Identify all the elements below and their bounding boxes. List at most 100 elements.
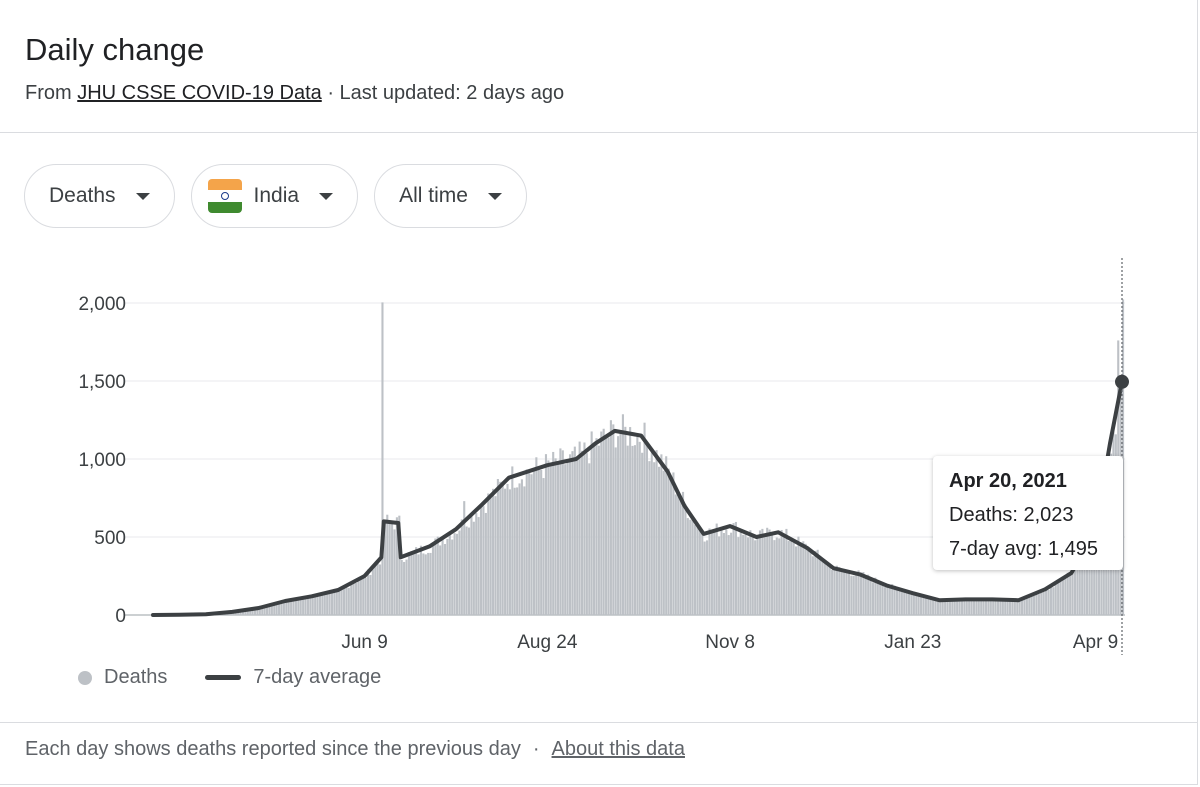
deaths-bar	[972, 598, 976, 615]
source-prefix: From	[25, 82, 72, 104]
deaths-bar	[862, 572, 865, 615]
deaths-bar	[494, 496, 497, 615]
deaths-bar	[857, 570, 860, 615]
hover-point	[1115, 374, 1129, 389]
deaths-bar	[804, 543, 807, 615]
about-data-link[interactable]: About this data	[551, 738, 685, 760]
deaths-bar	[321, 592, 324, 615]
deaths-bar	[1052, 587, 1055, 615]
time-range-dropdown[interactable]: All time	[374, 164, 527, 228]
deaths-bar	[987, 600, 990, 615]
deaths-bar	[698, 526, 701, 615]
country-dropdown[interactable]: India	[190, 164, 359, 228]
deaths-bar	[819, 555, 822, 615]
deaths-bar	[251, 609, 254, 615]
deaths-bar	[388, 520, 391, 615]
deaths-bar	[845, 570, 848, 615]
deaths-bar	[744, 534, 747, 615]
deaths-bar	[306, 597, 309, 615]
deaths-bar	[347, 587, 350, 615]
deaths-bar	[566, 461, 569, 615]
deaths-bar	[792, 542, 795, 615]
source-link[interactable]: JHU CSSE COVID-19 Data	[77, 82, 322, 104]
deaths-bar	[239, 610, 242, 615]
deaths-bar	[831, 570, 834, 615]
deaths-bar	[838, 567, 841, 615]
deaths-bar	[280, 602, 283, 615]
deaths-bar	[936, 599, 939, 615]
bars-legend-swatch	[78, 670, 92, 685]
deaths-bar	[934, 598, 937, 615]
deaths-bar	[734, 521, 737, 615]
deaths-bar	[395, 517, 398, 615]
deaths-bar	[1073, 566, 1077, 615]
deaths-bar	[662, 470, 665, 615]
deaths-bar	[506, 483, 509, 615]
deaths-bar	[749, 530, 752, 615]
deaths-bar	[814, 550, 817, 615]
deaths-bar	[770, 535, 774, 615]
deaths-bar	[1090, 537, 1093, 615]
deaths-bar	[256, 607, 259, 615]
deaths-bar	[614, 447, 617, 615]
deaths-bar	[850, 575, 853, 615]
seven-day-average-line	[151, 379, 1124, 617]
deaths-bar	[1016, 600, 1019, 615]
deaths-bar	[393, 529, 396, 615]
deaths-bar	[419, 545, 422, 615]
deaths-bar	[665, 456, 668, 615]
deaths-bar	[980, 600, 983, 615]
deaths-bar	[898, 588, 901, 615]
deaths-bar	[790, 541, 793, 615]
deaths-bar	[1049, 587, 1052, 615]
deaths-bar	[855, 574, 858, 615]
deaths-bar	[415, 547, 418, 615]
deaths-bar	[400, 560, 403, 615]
deaths-bar	[785, 528, 788, 615]
deaths-bar	[701, 533, 704, 615]
deaths-bar	[299, 598, 302, 615]
deaths-bar	[1040, 592, 1043, 615]
deaths-bar	[737, 537, 740, 615]
deaths-bar	[1033, 595, 1036, 615]
deaths-bar	[672, 472, 675, 615]
deaths-bar	[499, 481, 502, 615]
deaths-bar	[655, 450, 658, 615]
deaths-bar	[487, 493, 490, 615]
deaths-bar	[917, 594, 920, 615]
deaths-bar	[1057, 583, 1060, 615]
deaths-bar	[1047, 589, 1050, 615]
deaths-bar	[905, 592, 908, 615]
deaths-bar	[564, 464, 567, 615]
deaths-bar	[924, 595, 927, 615]
deaths-bar	[915, 593, 918, 615]
tooltip-date: Apr 20, 2021	[949, 470, 1067, 492]
deaths-bar	[287, 601, 290, 615]
deaths-bar	[1054, 583, 1057, 615]
chart-line-layer	[151, 258, 1129, 655]
header-divider	[0, 132, 1197, 133]
deaths-bar	[612, 424, 615, 615]
deaths-bar	[657, 466, 661, 615]
deaths-bar	[345, 585, 348, 615]
deaths-bar	[571, 451, 574, 615]
metric-dropdown-label: Deaths	[49, 184, 116, 207]
deaths-bar	[595, 438, 598, 615]
metric-dropdown[interactable]: Deaths	[24, 164, 175, 228]
deaths-bar	[427, 552, 430, 615]
deaths-bar	[1011, 600, 1014, 615]
deaths-bar	[847, 572, 850, 615]
deaths-bar	[446, 538, 449, 615]
deaths-bar	[636, 433, 639, 615]
y-tick-label: 0	[115, 606, 126, 627]
deaths-bar	[751, 535, 754, 615]
deaths-bar	[244, 610, 247, 615]
deaths-chart[interactable]: 0 500 1,000 1,500 2,000 Jun 9 Aug 24 Nov 8 Jan 2…	[0, 240, 1200, 660]
deaths-bar	[549, 464, 552, 615]
deaths-bar	[684, 504, 687, 615]
card-header: Daily change	[25, 30, 204, 70]
deaths-bar	[386, 514, 389, 615]
deaths-bar	[556, 464, 560, 615]
deaths-bar	[1030, 593, 1033, 615]
